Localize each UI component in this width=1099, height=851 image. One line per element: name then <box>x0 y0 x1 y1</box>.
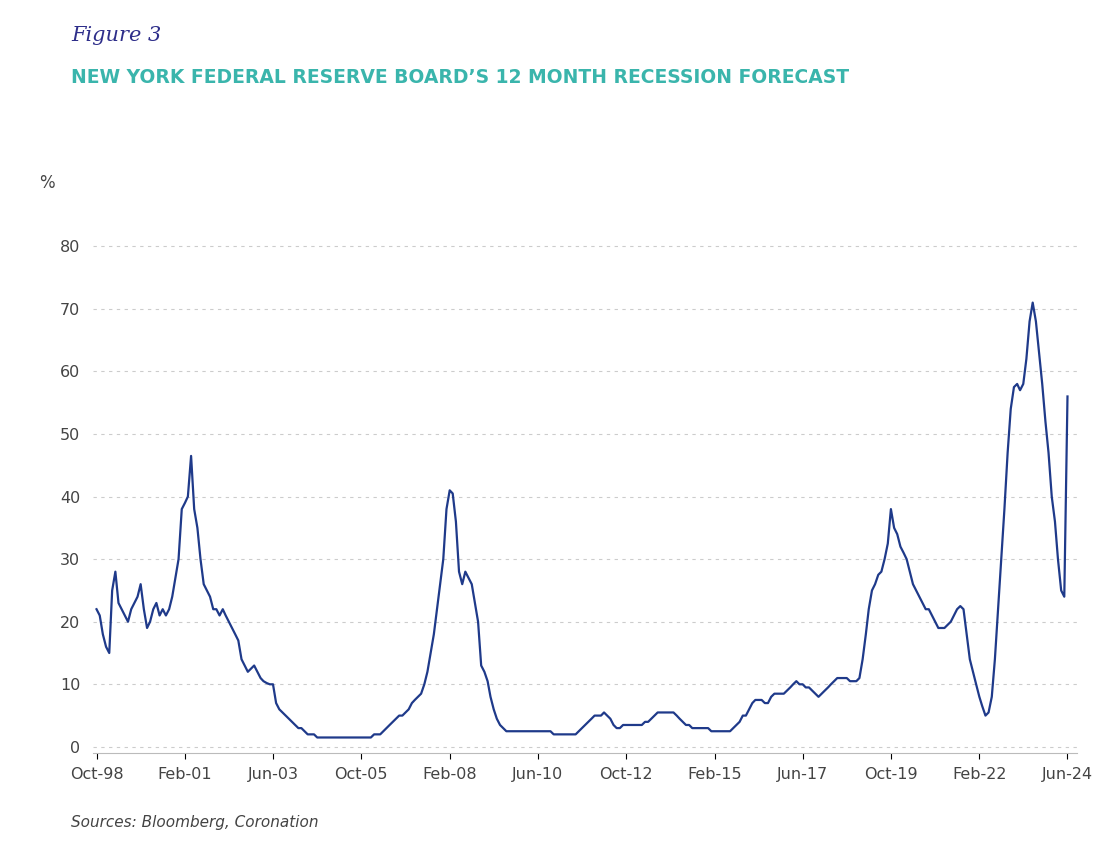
Text: NEW YORK FEDERAL RESERVE BOARD’S 12 MONTH RECESSION FORECAST: NEW YORK FEDERAL RESERVE BOARD’S 12 MONT… <box>71 68 850 87</box>
Text: Sources: Bloomberg, Coronation: Sources: Bloomberg, Coronation <box>71 814 319 830</box>
Text: %: % <box>40 174 55 192</box>
Text: Figure 3: Figure 3 <box>71 26 162 44</box>
